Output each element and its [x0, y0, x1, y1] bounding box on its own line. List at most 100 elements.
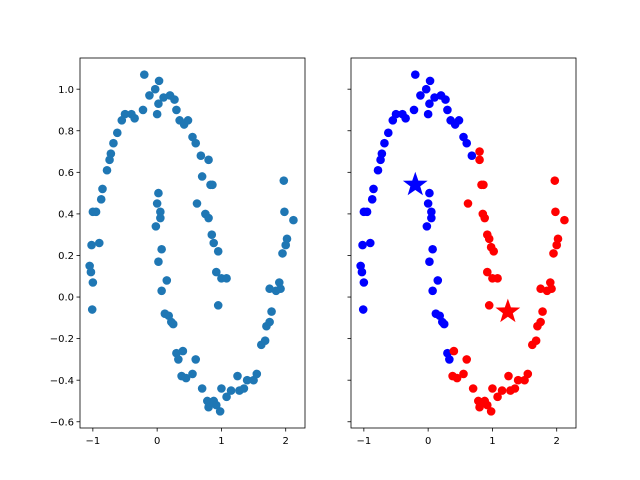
scatter-point — [497, 386, 507, 395]
scatter-point — [94, 238, 104, 248]
scatter-point — [215, 407, 225, 416]
y-tick-label: 0.0 — [58, 293, 74, 304]
scatter-point — [484, 234, 494, 244]
scatter-point — [222, 274, 231, 283]
scatter-point — [433, 276, 443, 285]
scatter-point — [191, 138, 201, 148]
x-tick-label: −1 — [85, 436, 100, 447]
scatter-point — [96, 195, 106, 204]
scatter-point — [369, 184, 378, 194]
y-tick-label: −0.6 — [50, 417, 74, 428]
scatter-point — [204, 402, 213, 412]
scatter-point — [154, 188, 163, 198]
scatter-point — [482, 267, 492, 277]
scatter-point — [421, 84, 431, 94]
scatter-point — [139, 70, 149, 79]
scatter-point — [274, 278, 284, 287]
scatter-point — [430, 93, 439, 102]
scatter-point — [388, 116, 398, 125]
scatter-point — [87, 305, 97, 314]
scatter-point — [358, 240, 367, 250]
scatter-point — [493, 392, 502, 402]
scatter-point — [560, 215, 569, 225]
scatter-point — [423, 109, 433, 119]
scatter-point — [462, 138, 472, 148]
scatter-point — [150, 84, 160, 94]
scatter-point — [86, 267, 96, 277]
scatter-point — [172, 105, 181, 115]
scatter-point — [159, 93, 168, 102]
scatter-point — [459, 369, 468, 379]
scatter-point — [493, 274, 502, 283]
scatter-point — [213, 301, 223, 310]
scatter-point — [468, 384, 478, 393]
scatter-point — [467, 151, 477, 160]
scatter-point — [449, 346, 459, 356]
scatter-point — [376, 155, 385, 165]
scatter-point — [208, 180, 217, 190]
scatter-point — [475, 155, 484, 165]
scatter-point — [410, 70, 420, 79]
scatter-point — [475, 402, 484, 412]
scatter-point — [279, 176, 289, 185]
scatter-point — [282, 234, 292, 244]
scatter-point — [443, 105, 452, 115]
scatter-point — [425, 188, 434, 198]
scatter-point — [109, 138, 118, 148]
scatter-point — [367, 195, 377, 204]
scatter-point — [550, 176, 560, 185]
scatter-point — [380, 138, 389, 148]
scatter-point — [425, 76, 435, 86]
scatter-point — [242, 375, 252, 385]
scatter-point — [207, 230, 217, 239]
scatter-point — [427, 207, 436, 217]
scatter-point — [462, 355, 472, 364]
scatter-point — [358, 305, 368, 314]
scatter-point — [260, 336, 270, 346]
scatter-point — [181, 373, 191, 383]
scatter-point — [196, 151, 206, 160]
x-tick-label: 1 — [489, 436, 495, 447]
scatter-point — [278, 249, 287, 258]
scatter-point — [422, 222, 432, 231]
scatter-point — [265, 317, 274, 327]
scatter-point — [217, 384, 226, 393]
scatter-point — [211, 400, 221, 410]
scatter-point — [454, 116, 464, 125]
scatter-point — [117, 116, 127, 125]
scatter-point — [156, 207, 165, 217]
scatter-point — [357, 267, 367, 277]
scatter-point — [479, 180, 488, 190]
scatter-point — [538, 307, 547, 316]
scatter-point — [428, 244, 437, 254]
x-tick-label: 2 — [283, 436, 289, 447]
scatter-point — [154, 99, 163, 109]
scatter-point — [441, 95, 450, 104]
scatter-point — [486, 407, 496, 416]
y-tick-label: 0.4 — [58, 209, 74, 220]
scatter-point — [489, 247, 499, 256]
y-tick-label: −0.4 — [50, 376, 74, 387]
axes-frame — [350, 57, 577, 429]
scatter-point — [359, 207, 369, 217]
scatter-point — [204, 213, 213, 223]
scatter-point — [452, 373, 462, 383]
scatter-point — [98, 184, 107, 194]
scatter-point — [409, 105, 419, 115]
x-tick-label: 2 — [554, 436, 560, 447]
scatter-point — [192, 199, 202, 208]
centroid-star-marker — [495, 298, 521, 323]
scatter-point — [445, 355, 454, 364]
scatter-point — [280, 207, 289, 217]
x-tick-label: −1 — [356, 436, 371, 447]
scatter-point — [156, 213, 165, 223]
scatter-point — [536, 317, 545, 327]
y-tick-label: 0.6 — [58, 168, 74, 179]
scatter-point — [463, 199, 473, 208]
axes-frame — [79, 57, 306, 429]
scatter-point — [359, 278, 369, 287]
scatter-point — [211, 267, 221, 277]
scatter-point — [504, 371, 513, 381]
x-tick-label: 0 — [154, 436, 160, 447]
